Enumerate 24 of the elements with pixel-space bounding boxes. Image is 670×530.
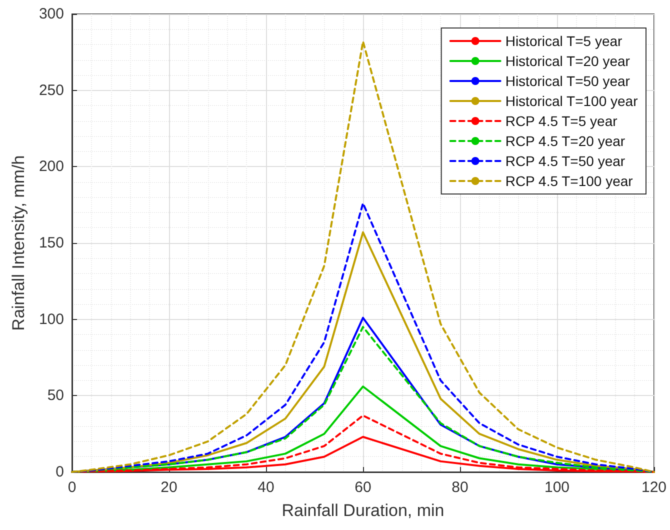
legend-label: RCP 4.5 T=20 year: [505, 133, 626, 149]
legend-label: RCP 4.5 T=50 year: [505, 153, 626, 169]
legend-label: Historical T=20 year: [505, 53, 630, 69]
legend-label: Historical T=100 year: [505, 93, 638, 109]
x-tick-label: 80: [452, 479, 468, 496]
x-tick-label: 0: [68, 479, 76, 496]
legend-label: Historical T=5 year: [505, 33, 623, 49]
legend-label: RCP 4.5 T=100 year: [505, 173, 634, 189]
y-tick-label: 250: [38, 82, 64, 99]
legend-label: RCP 4.5 T=5 year: [505, 113, 618, 129]
y-axis-title: Rainfall Intensity, mm/h: [9, 155, 28, 331]
legend-label: Historical T=50 year: [505, 73, 630, 89]
y-tick-label: 300: [38, 6, 64, 22]
x-tick-label: 100: [544, 479, 570, 496]
x-tick-label: 60: [354, 479, 372, 496]
y-tick-label: 150: [38, 234, 64, 252]
y-tick-label: 200: [38, 158, 64, 176]
x-tick-label: 20: [160, 479, 178, 496]
x-tick-label: 40: [258, 479, 274, 496]
y-tick-label: 100: [38, 310, 64, 328]
y-tick-label: 50: [47, 387, 64, 404]
y-tick-label: 0: [56, 464, 64, 480]
x-tick-label: 120: [641, 479, 667, 496]
x-axis-title: Rainfall Duration, min: [282, 501, 444, 520]
